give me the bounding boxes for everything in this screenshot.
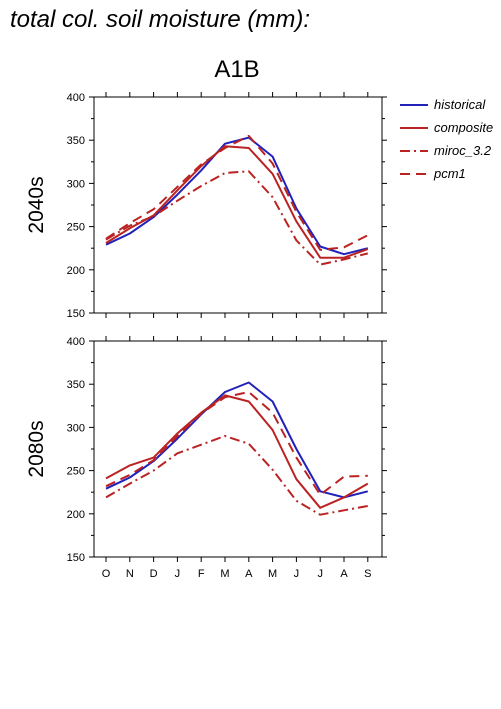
y-tick-label: 200: [67, 265, 85, 277]
y-tick-label: 150: [67, 308, 85, 320]
y-tick-label: 350: [67, 135, 85, 147]
panel-2080s: 150 200 250 300 350 400 O N D J F M A M J J A S 2080s: [25, 336, 387, 580]
legend-label: historical: [434, 97, 486, 112]
x-tick-label: A: [245, 568, 253, 580]
y-tick-label: 150: [67, 552, 85, 564]
y-axis-label: 2080s: [25, 420, 48, 477]
series-line-composite: [105, 394, 369, 509]
scenario-title: A1B: [214, 56, 260, 83]
series-line-miroc-3-2: [105, 435, 368, 516]
y-tick-label: 300: [67, 178, 85, 190]
x-tick-label: N: [126, 568, 134, 580]
x-tick-label: O: [102, 568, 111, 580]
legend: historical composite miroc_3.2 pcm1: [400, 97, 493, 181]
x-tick-label: A: [340, 568, 348, 580]
series-line-pcm1: [105, 134, 369, 251]
series-line-miroc-3-2: [105, 170, 369, 266]
y-tick-label: 400: [67, 92, 85, 104]
x-tick-label: J: [175, 568, 181, 580]
y-tick-label: 350: [67, 379, 85, 391]
x-tick-label: M: [220, 568, 229, 580]
y-tick-label: 200: [67, 509, 85, 521]
legend-label: composite: [434, 120, 493, 135]
y-tick-label: 250: [67, 222, 85, 234]
series-line-pcm1: [105, 391, 368, 496]
x-tick-label: M: [268, 568, 277, 580]
legend-label: miroc_3.2: [434, 143, 492, 158]
plot-frame: [93, 340, 383, 558]
x-tick-label: J: [294, 568, 300, 580]
x-tick-label: J: [317, 568, 323, 580]
x-tick-label: S: [364, 568, 371, 580]
x-tick-label: D: [150, 568, 158, 580]
y-tick-label: 400: [67, 336, 85, 348]
plot-frame: [93, 96, 383, 314]
y-tick-label: 300: [67, 422, 85, 434]
figure-title: total col. soil moisture (mm):: [10, 6, 311, 33]
series-line-composite: [105, 145, 369, 259]
y-axis-label: 2040s: [25, 176, 48, 233]
x-tick-label: F: [198, 568, 205, 580]
legend-label: pcm1: [433, 166, 466, 181]
y-tick-label: 250: [67, 466, 85, 478]
series-line-historical: [105, 136, 369, 256]
panel-2040s: 150 200 250 300 350 400 2040s: [25, 92, 387, 320]
